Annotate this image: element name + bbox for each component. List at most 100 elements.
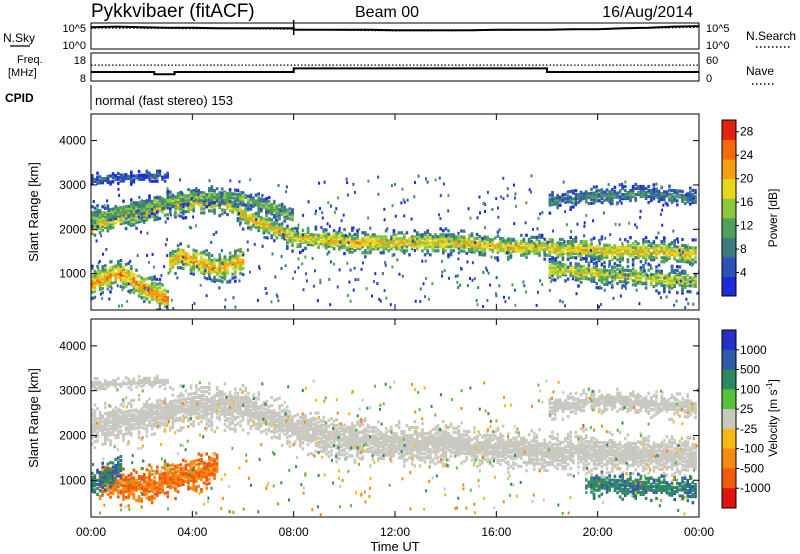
power-cell: [507, 250, 510, 254]
power-cell: [612, 296, 615, 300]
power-cell: [559, 262, 562, 267]
power-cell: [337, 196, 340, 200]
power-cell: [665, 244, 669, 248]
velocity-cell: [286, 413, 289, 417]
power-cell: [603, 255, 606, 259]
power-cell: [694, 284, 697, 288]
power-cell: [364, 249, 367, 253]
velocity-cell: [299, 440, 302, 444]
power-cell: [179, 203, 182, 207]
power-cell: [184, 202, 188, 206]
power-cell: [124, 173, 128, 177]
power-cell: [202, 258, 206, 262]
power-cell: [348, 232, 351, 236]
power-cell: [574, 245, 578, 250]
power-cell: [644, 240, 648, 244]
velocity-cell: [257, 427, 260, 431]
power-cell: [391, 254, 394, 258]
velocity-cell: [114, 418, 117, 422]
velocity-cell: [184, 407, 188, 411]
power-cell: [91, 225, 94, 229]
power-cell: [106, 277, 109, 281]
power-cell: [535, 235, 539, 239]
power-cell: [605, 253, 609, 257]
power-cell: [367, 216, 370, 220]
power-cell: [390, 247, 393, 251]
power-cell: [616, 275, 619, 280]
velocity-cell: [130, 417, 133, 421]
power-cell: [358, 239, 362, 243]
power-cell: [236, 202, 240, 206]
power-cell: [340, 239, 344, 243]
power-cell: [353, 232, 357, 237]
power-cell: [384, 245, 388, 249]
power-cell: [619, 237, 622, 241]
power-cell: [236, 258, 240, 262]
power-cell: [551, 268, 554, 272]
power-cell: [416, 237, 419, 241]
power-cell: [119, 211, 122, 215]
velocity-cell: [286, 439, 289, 443]
power-cell: [655, 283, 658, 287]
power-cell: [585, 243, 588, 248]
power-colorbar-segment: [722, 139, 736, 160]
power-cell: [166, 173, 169, 177]
power-cell: [111, 207, 115, 211]
power-cell: [608, 272, 611, 276]
power-cell: [600, 274, 604, 278]
power-cell: [156, 300, 159, 304]
velocity-cell: [244, 394, 247, 398]
power-cell: [351, 250, 354, 254]
power-cell: [605, 271, 609, 275]
power-cell: [694, 238, 697, 242]
velocity-cell: [124, 420, 128, 424]
power-cell: [689, 192, 692, 196]
power-cell: [159, 282, 162, 285]
velocity-cell: [182, 420, 185, 424]
power-cell: [369, 239, 372, 243]
power-cell: [314, 233, 318, 237]
power-cell: [166, 201, 169, 205]
power-cell: [595, 250, 598, 254]
power-cell: [257, 226, 260, 231]
power-cell: [605, 279, 609, 283]
velocity-cell: [137, 424, 141, 428]
power-cell: [104, 223, 107, 228]
power-cell: [169, 251, 172, 255]
power-cell: [681, 255, 684, 259]
power-cell: [317, 233, 320, 237]
power-cell: [478, 243, 481, 247]
power-cell: [673, 189, 676, 193]
power-cell: [330, 236, 333, 241]
velocity-cell: [114, 420, 117, 424]
power-cell: [585, 245, 588, 250]
power-cell: [91, 211, 94, 215]
power-cell: [114, 272, 117, 276]
power-cell: [278, 217, 281, 221]
power-cell: [171, 198, 175, 202]
power-cell: [494, 244, 497, 248]
power-cell: [590, 273, 593, 277]
power-cell: [265, 291, 268, 295]
power-cell: [416, 233, 419, 237]
power-cell: [153, 291, 156, 295]
power-cell: [213, 267, 216, 271]
power-cell: [148, 276, 151, 280]
power-cell: [208, 252, 211, 256]
velocity-cell: [176, 429, 180, 433]
power-cell: [579, 239, 583, 244]
power-cell: [556, 262, 559, 266]
power-cell: [657, 279, 661, 283]
power-cell: [400, 249, 403, 253]
velocity-cell: [202, 394, 206, 398]
power-cell: [543, 237, 546, 241]
power-cell: [148, 194, 151, 198]
velocity-cell: [158, 420, 162, 425]
power-cell: [257, 198, 260, 202]
power-cell: [485, 266, 488, 270]
power-cell: [614, 222, 617, 226]
velocity-cell: [197, 402, 201, 406]
power-colorbar-segment: [722, 198, 736, 219]
power-cell: [374, 247, 377, 251]
power-cell: [397, 237, 401, 241]
